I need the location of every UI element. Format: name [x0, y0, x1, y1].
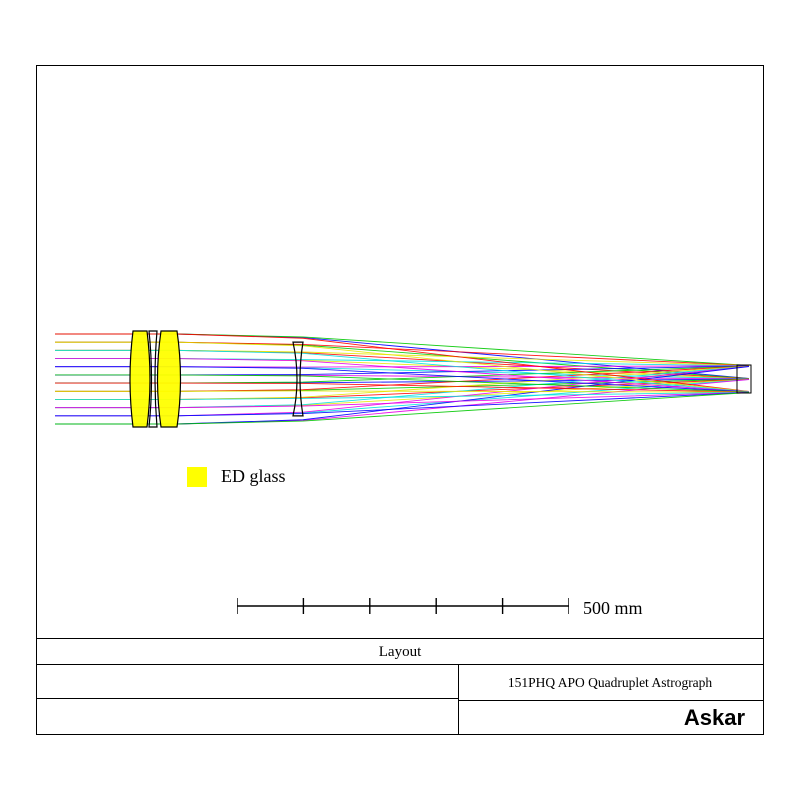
- info-row: 151PHQ APO Quadruplet Astrograph Askar: [37, 665, 763, 734]
- info-left-bottom: [37, 699, 459, 734]
- info-left-top: [37, 665, 459, 699]
- outer-frame: ED glass 500 mm Layout 151PHQ APO Quadru…: [36, 65, 764, 735]
- product-name: 151PHQ APO Quadruplet Astrograph: [459, 665, 763, 701]
- legend-label: ED glass: [221, 466, 286, 487]
- scale-label: 500 mm: [583, 598, 643, 619]
- brand-label: Askar: [684, 705, 745, 731]
- brand-cell: Askar: [459, 701, 763, 734]
- diagram-area: ED glass 500 mm: [37, 66, 763, 639]
- optical-diagram: [37, 66, 763, 639]
- legend-swatch: [187, 467, 207, 487]
- layout-caption: Layout: [37, 639, 763, 665]
- scale-bar: [237, 594, 569, 618]
- legend: ED glass: [187, 466, 286, 487]
